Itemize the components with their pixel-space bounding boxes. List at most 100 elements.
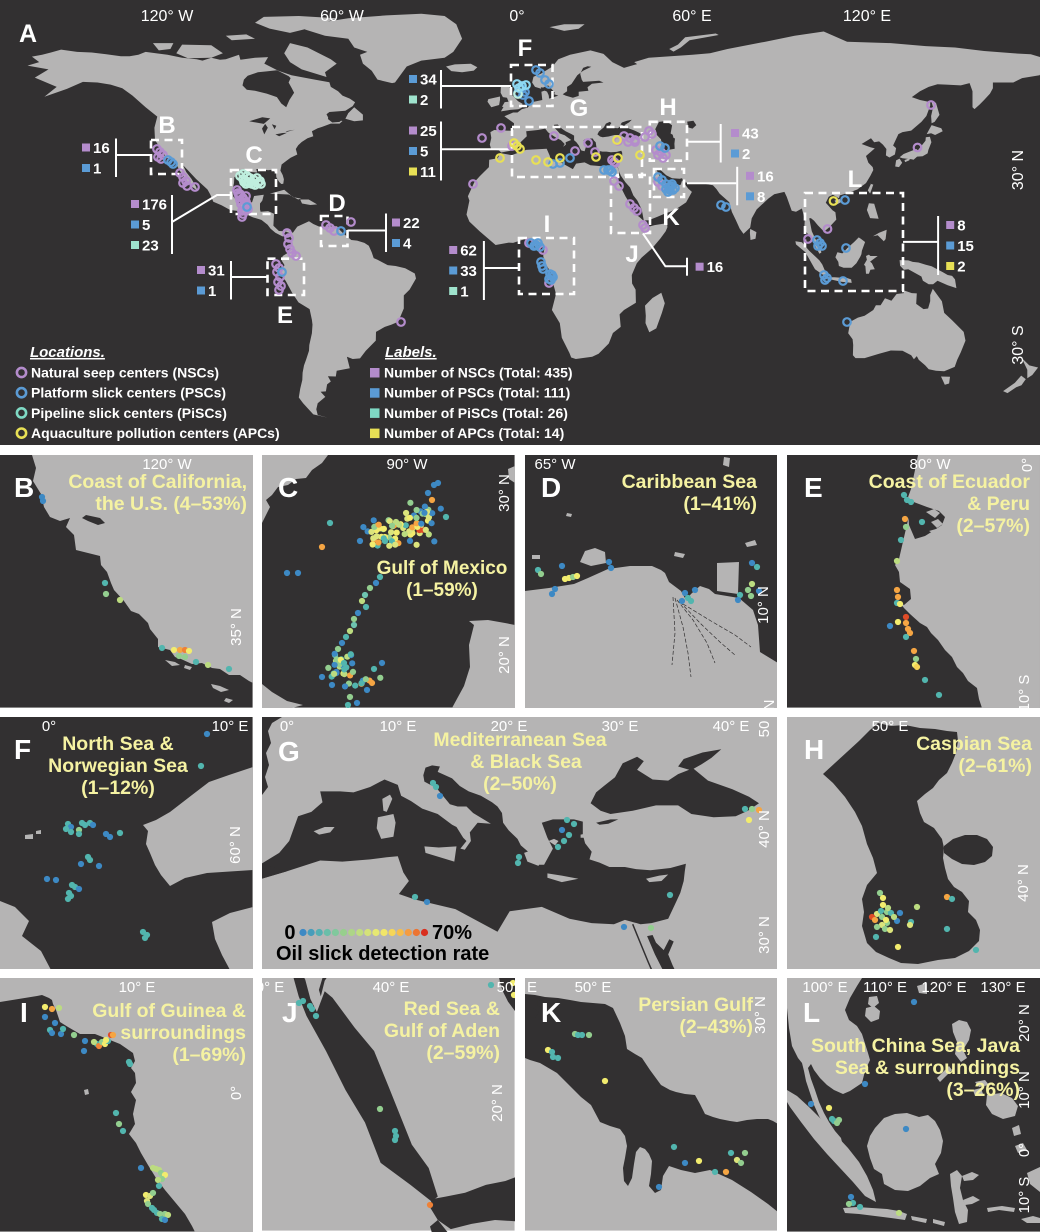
svg-text:40° E: 40° E [713,718,750,735]
svg-text:40° N: 40° N [1015,864,1032,902]
svg-text:A: A [19,20,37,48]
svg-text:62: 62 [460,242,477,259]
svg-text:Mediterranean Sea: Mediterranean Sea [434,729,607,751]
svg-text:Platform slick centers (PSCs): Platform slick centers (PSCs) [31,385,226,401]
svg-text:0°: 0° [509,8,524,25]
svg-text:30° N: 30° N [756,916,773,954]
svg-text:Sea & surroundings: Sea & surroundings [835,1057,1020,1079]
svg-text:10° N: 10° N [1016,1072,1033,1110]
svg-text:2: 2 [420,92,428,109]
svg-text:(2–50%): (2–50%) [483,773,557,795]
svg-text:25: 25 [420,123,437,140]
svg-text:60° W: 60° W [320,8,365,25]
svg-text:North Sea &: North Sea & [62,733,174,755]
svg-text:Number of PiSCs (Total: 26): Number of PiSCs (Total: 26) [384,405,568,421]
svg-text:4: 4 [403,235,412,252]
svg-text:Natural seep centers (NSCs): Natural seep centers (NSCs) [31,364,219,380]
svg-text:16: 16 [93,140,110,157]
svg-text:16: 16 [757,168,774,185]
svg-text:D: D [541,472,561,503]
svg-text:100° E: 100° E [802,979,847,996]
svg-text:15: 15 [957,238,974,255]
svg-text:0°: 0° [1016,1143,1033,1157]
svg-text:50° E: 50° E [872,718,909,735]
svg-text:Number of APCs (Total: 14): Number of APCs (Total: 14) [384,425,564,441]
svg-text:Labels.: Labels. [385,344,437,361]
svg-text:H: H [659,94,676,121]
svg-text:1: 1 [460,283,468,300]
svg-text:G: G [278,736,300,767]
svg-text:(3–26%): (3–26%) [946,1079,1020,1101]
svg-text:43: 43 [742,125,759,142]
svg-text:surroundings: surroundings [120,1022,246,1044]
svg-text:5: 5 [420,143,428,160]
svg-text:130° E: 130° E [980,979,1025,996]
svg-text:E: E [527,979,537,996]
svg-text:33: 33 [460,263,477,280]
svg-text:Persian Gulf: Persian Gulf [638,994,753,1016]
svg-text:120° W: 120° W [141,8,195,25]
svg-text:50° E: 50° E [574,979,611,996]
svg-text:120° E: 120° E [843,8,891,25]
svg-text:110° E: 110° E [863,979,907,996]
svg-text:(2–43%): (2–43%) [679,1016,753,1038]
svg-text:20° N: 20° N [1016,1005,1033,1043]
svg-text:& Peru: & Peru [967,493,1030,515]
svg-text:B: B [14,472,34,503]
svg-text:5: 5 [142,217,150,234]
svg-text:F: F [518,35,533,62]
svg-text:30° N: 30° N [1010,150,1027,190]
svg-text:1: 1 [93,160,101,177]
svg-text:(1–41%): (1–41%) [683,493,757,515]
svg-text:0°: 0° [42,718,56,735]
svg-text:(1–59%): (1–59%) [406,580,478,601]
svg-text:11: 11 [420,164,436,181]
svg-text:120° E: 120° E [921,979,966,996]
svg-text:0°: 0° [1019,458,1036,472]
svg-text:E: E [804,472,823,503]
svg-text:Oil slick detection rate: Oil slick detection rate [276,943,489,965]
svg-text:Gulf of Guinea &: Gulf of Guinea & [92,1000,246,1022]
svg-text:35° N: 35° N [228,608,245,646]
svg-text:Gulf of Aden: Gulf of Aden [384,1020,500,1042]
svg-text:I: I [20,997,28,1028]
svg-text:0°: 0° [228,1086,245,1100]
svg-text:10° S: 10° S [1016,1177,1033,1214]
svg-text:40° E: 40° E [373,979,410,996]
svg-text:Number of PSCs (Total: 111): Number of PSCs (Total: 111) [384,385,570,401]
svg-text:F: F [14,734,31,765]
svg-text:L: L [803,997,820,1028]
svg-text:65° W: 65° W [534,456,576,473]
svg-text:(1–69%): (1–69%) [172,1044,246,1066]
svg-text:8: 8 [957,217,965,234]
svg-text:20° E: 20° E [491,718,528,735]
svg-text:70%: 70% [432,922,472,944]
svg-text:L: L [848,166,863,193]
svg-text:C: C [278,472,298,503]
svg-text:50°: 50° [497,979,515,996]
svg-text:Pipeline slick centers (PiSCs): Pipeline slick centers (PiSCs) [31,405,227,421]
svg-text:E: E [277,302,293,329]
svg-text:60° N: 60° N [227,826,244,864]
svg-text:10° E: 10° E [212,718,249,735]
svg-text:31: 31 [208,262,225,279]
svg-text:G: G [570,95,589,122]
svg-text:Gulf of Mexico: Gulf of Mexico [377,558,508,579]
svg-text:Aquaculture pollution centers: Aquaculture pollution centers (APCs) [31,425,280,441]
svg-text:(2–57%): (2–57%) [956,515,1030,537]
svg-text:South China Sea, Java: South China Sea, Java [811,1035,1020,1057]
svg-text:Norwegian Sea: Norwegian Sea [48,755,188,777]
svg-text:K: K [662,204,680,231]
svg-text:30° N: 30° N [496,474,513,512]
svg-text:40° N: 40° N [756,810,773,848]
svg-text:60° E: 60° E [672,8,711,25]
svg-text:Caspian Sea: Caspian Sea [916,733,1032,755]
svg-text:30° S: 30° S [1010,325,1027,364]
svg-text:Coast of California,: Coast of California, [68,471,247,493]
svg-text:0°: 0° [280,718,294,735]
svg-text:K: K [541,997,561,1028]
svg-text:0° E: 0° E [262,979,284,996]
svg-text:Locations.: Locations. [30,344,105,361]
svg-text:D: D [328,190,345,217]
svg-text:10° E: 10° E [380,718,417,735]
